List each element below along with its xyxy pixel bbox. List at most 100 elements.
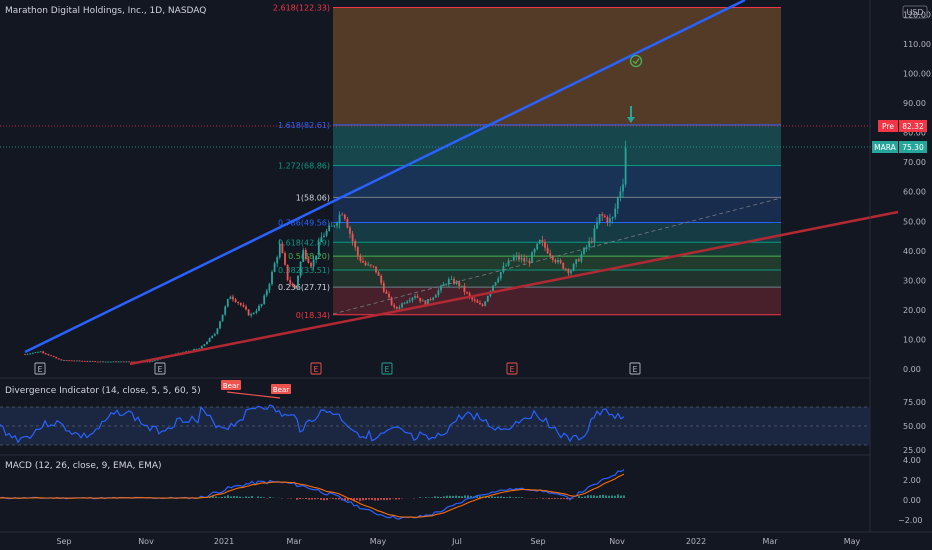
- candle-body: [221, 314, 224, 322]
- candle-body: [29, 353, 32, 355]
- candle-body: [619, 191, 622, 198]
- macd-bar: [536, 498, 538, 499]
- earnings-marker[interactable]: E: [310, 362, 322, 375]
- macd-bar: [500, 496, 502, 498]
- symbol-title[interactable]: Marathon Digital Holdings, Inc., 1D, NAS…: [5, 6, 206, 16]
- candle-body: [245, 306, 247, 310]
- macd-bar: [608, 495, 610, 498]
- candle-body: [497, 278, 500, 283]
- candle-body: [603, 215, 606, 218]
- candle-body: [458, 281, 461, 287]
- svg-text:75.30: 75.30: [902, 143, 924, 152]
- candle-body: [414, 296, 416, 298]
- candle-body: [297, 275, 299, 288]
- upper-trendline[interactable]: [24, 0, 746, 354]
- candle-body: [349, 227, 351, 234]
- macd-bar: [212, 495, 214, 498]
- candle-body: [429, 299, 432, 300]
- macd-bar: [308, 498, 310, 500]
- candle-body: [572, 263, 575, 271]
- macd-bar: [377, 498, 379, 501]
- macd-bar: [587, 495, 589, 498]
- candle-body: [323, 235, 325, 238]
- macd-bar: [332, 498, 334, 499]
- macd-bar: [395, 498, 397, 500]
- macd-bar: [383, 498, 385, 500]
- macd-bar: [491, 496, 493, 498]
- candle-body: [346, 218, 349, 228]
- candle-body: [219, 321, 221, 329]
- fib-level-label: 0.236(27.71): [278, 283, 330, 292]
- macd-bar: [374, 498, 376, 501]
- macd-bar: [563, 498, 565, 499]
- earnings-marker[interactable]: E: [629, 362, 641, 375]
- macd-bar: [557, 498, 559, 499]
- candle-body: [575, 259, 578, 264]
- lower-trendline[interactable]: [129, 210, 899, 366]
- candle-body: [616, 197, 619, 209]
- candle-body: [492, 285, 494, 292]
- candle-body: [234, 299, 237, 303]
- candle-body: [388, 293, 390, 298]
- candle-body: [200, 345, 203, 349]
- price-tick: 110.00: [903, 40, 931, 49]
- arrow-down-icon[interactable]: [627, 106, 635, 123]
- candle-body: [109, 361, 112, 363]
- candle-body: [432, 297, 435, 300]
- earnings-marker[interactable]: E: [34, 362, 46, 375]
- candle-body: [541, 239, 544, 243]
- macd-bar: [446, 495, 448, 498]
- fibonacci-retracement-zones[interactable]: [333, 7, 781, 315]
- pre-price-tag[interactable]: Pre 82.32: [878, 120, 927, 132]
- macd-tick: −2.00: [898, 516, 923, 525]
- candle-body: [44, 353, 47, 355]
- candle-body: [533, 249, 536, 253]
- candle-body: [549, 253, 552, 256]
- macd-title[interactable]: MACD (12, 26, close, 9, EMA, EMA): [5, 461, 162, 471]
- candle-body: [289, 279, 292, 284]
- check-circle-icon[interactable]: [629, 54, 643, 68]
- candle-body: [476, 300, 479, 303]
- macd-bar: [380, 498, 382, 500]
- time-tick: Sep: [56, 537, 71, 546]
- candle-body: [203, 344, 206, 346]
- time-tick: 2021: [214, 537, 234, 546]
- candle-body: [601, 214, 604, 216]
- price-tick: 10.00: [903, 335, 926, 344]
- candle-body: [232, 296, 234, 300]
- candle-body: [367, 264, 370, 266]
- macd-bar: [215, 496, 217, 498]
- candle-body: [354, 241, 357, 248]
- candle-body: [559, 260, 562, 263]
- macd-bar: [302, 498, 304, 499]
- price-tick: 60.00: [903, 188, 926, 197]
- mara-price-tag[interactable]: MARA 75.30: [872, 141, 927, 153]
- earnings-marker[interactable]: E: [506, 362, 518, 375]
- macd-bar: [605, 495, 607, 498]
- earnings-marker[interactable]: E: [381, 362, 393, 375]
- price-tick: 70.00: [903, 158, 926, 167]
- time-axis[interactable]: Sep Nov 2021 Mar May Jul Sep Nov 2022 Mar May: [56, 537, 860, 546]
- candle-body: [128, 361, 130, 363]
- candle-body: [154, 360, 156, 362]
- candle-body: [362, 260, 364, 263]
- price-axis[interactable]: 120.00 110.00 100.00 90.00 80.00 70.00 60.00 50…: [903, 10, 931, 374]
- macd-bar: [371, 498, 373, 500]
- currency-badge[interactable]: USD: [902, 5, 928, 19]
- candle-body: [260, 304, 263, 306]
- candle-body: [268, 284, 271, 291]
- divergence-title[interactable]: Divergence Indicator (14, close, 5, 5, 6…: [5, 386, 201, 396]
- fib-trend-dashed-line[interactable]: [332, 197, 782, 315]
- candle-body: [122, 361, 125, 363]
- candle-body: [146, 361, 149, 363]
- price-candles: [24, 140, 627, 363]
- macd-bar: [356, 498, 358, 501]
- candle-body: [544, 242, 546, 248]
- candle-body: [590, 241, 593, 243]
- candle-body: [156, 359, 159, 361]
- earnings-marker[interactable]: E: [154, 362, 166, 375]
- bear-label: Bear: [221, 380, 241, 390]
- svg-text:MARA: MARA: [874, 143, 897, 152]
